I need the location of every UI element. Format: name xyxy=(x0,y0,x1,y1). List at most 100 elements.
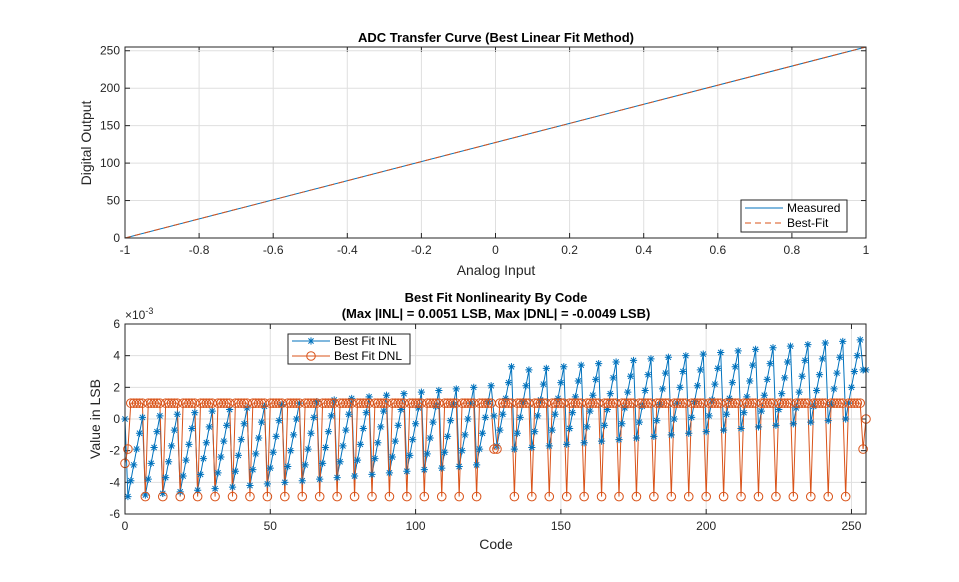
inl-star-marker xyxy=(490,412,498,420)
inl-star-marker xyxy=(783,358,792,366)
inl-star-marker xyxy=(760,391,768,399)
inl-star-marker xyxy=(240,420,248,428)
dnl-circle-marker xyxy=(463,398,473,408)
dnl-circle-marker xyxy=(736,491,746,502)
inl-star-marker xyxy=(310,413,318,422)
inl-star-marker xyxy=(263,480,271,488)
dnl-circle-marker xyxy=(184,398,194,408)
inl-star-marker xyxy=(388,453,396,461)
dnl-circle-marker xyxy=(622,398,633,408)
inl-star-marker xyxy=(661,369,670,377)
dnl-circle-marker xyxy=(314,491,325,502)
dnl-circle-marker xyxy=(518,398,528,408)
inl-star-marker xyxy=(339,442,347,450)
dnl-circle-marker xyxy=(771,491,781,502)
y-tick-label: 0 xyxy=(113,231,120,245)
inl-star-marker xyxy=(850,367,858,376)
inl-star-marker xyxy=(130,461,138,469)
x-tick-label: -0.2 xyxy=(411,243,432,257)
inl-star-marker xyxy=(220,437,228,445)
inl-star-marker xyxy=(717,348,725,357)
inl-star-marker xyxy=(478,429,487,437)
inl-star-marker xyxy=(380,407,388,415)
dnl-circle-marker xyxy=(579,491,589,502)
inl-star-marker xyxy=(522,382,530,390)
inl-star-marker xyxy=(284,462,292,471)
inl-star-marker xyxy=(589,391,597,399)
inl-star-marker xyxy=(571,393,580,401)
inl-star-marker xyxy=(403,467,411,475)
inl-star-marker xyxy=(205,423,213,431)
inl-star-marker xyxy=(458,447,466,455)
inl-star-marker xyxy=(778,390,786,398)
legend-label: Best-Fit xyxy=(787,216,829,230)
dnl-circle-marker xyxy=(805,491,816,502)
inl-star-marker xyxy=(749,361,757,369)
inl-star-marker xyxy=(632,434,641,442)
inl-star-marker xyxy=(182,456,190,464)
x-tick-label: 0.2 xyxy=(561,243,578,257)
inl-star-marker xyxy=(557,378,565,387)
dnl-circle-marker xyxy=(788,491,799,502)
dnl-circle-marker xyxy=(149,398,159,408)
dnl-circle-marker xyxy=(489,444,499,454)
dnl-circle-marker xyxy=(483,398,494,408)
inl-star-marker xyxy=(446,416,455,425)
inl-star-marker xyxy=(525,366,533,374)
inl-star-marker xyxy=(307,337,315,345)
inl-star-marker xyxy=(179,472,187,480)
dnl-circle-marker xyxy=(852,398,863,408)
inl-star-marker xyxy=(824,416,832,425)
inl-star-marker xyxy=(196,470,205,479)
inl-star-marker xyxy=(487,382,495,390)
inl-star-marker xyxy=(595,359,603,368)
inl-star-marker xyxy=(443,432,452,441)
inl-star-marker xyxy=(786,342,795,350)
inl-star-marker xyxy=(534,412,542,420)
nonlinearity-subtitle: (Max |INL| = 0.0051 LSB, Max |DNL| = -0.… xyxy=(342,306,651,321)
inl-star-marker xyxy=(199,454,208,463)
inl-star-marker xyxy=(411,420,420,428)
dnl-circle-marker xyxy=(561,491,572,502)
inl-star-marker xyxy=(185,440,193,448)
inl-star-marker xyxy=(847,383,856,391)
dnl-circle-marker xyxy=(384,491,395,502)
inl-star-marker xyxy=(292,415,301,423)
nonlinearity-title: Best Fit Nonlinearity By Code xyxy=(405,290,588,305)
inl-star-marker xyxy=(801,356,809,365)
dnl-circle-marker xyxy=(288,398,299,408)
inl-star-marker xyxy=(769,344,777,352)
nonlinearity-ylabel: Value in LSB xyxy=(87,379,103,459)
inl-star-marker xyxy=(147,459,155,467)
inl-star-marker xyxy=(734,347,742,355)
dnl-circle-marker xyxy=(797,398,807,408)
dnl-circle-marker xyxy=(236,398,247,408)
inl-star-marker xyxy=(484,397,492,406)
inl-star-marker xyxy=(159,489,167,498)
legend-label: Measured xyxy=(787,201,840,215)
inl-star-marker xyxy=(336,458,344,466)
x-tick-label: -0.8 xyxy=(189,243,210,257)
inl-star-marker xyxy=(600,421,609,429)
inl-star-marker xyxy=(618,420,626,428)
inl-star-marker xyxy=(217,453,225,461)
inl-star-marker xyxy=(135,429,144,437)
inl-star-marker xyxy=(423,450,431,458)
inl-star-marker xyxy=(507,363,516,371)
inl-star-marker xyxy=(246,481,254,490)
inl-star-marker xyxy=(449,401,457,409)
dnl-circle-marker xyxy=(701,491,711,502)
inl-star-marker xyxy=(627,372,635,380)
inl-star-marker xyxy=(191,409,199,417)
dnl-circle-marker xyxy=(605,398,616,408)
inl-star-marker xyxy=(464,415,472,423)
inl-star-marker xyxy=(272,432,280,441)
inl-star-marker xyxy=(461,431,469,439)
x-tick-label: 200 xyxy=(696,519,716,533)
inl-star-marker xyxy=(603,405,611,414)
inl-star-marker xyxy=(133,445,141,453)
inl-star-marker xyxy=(153,428,161,436)
inl-star-marker xyxy=(560,363,568,371)
